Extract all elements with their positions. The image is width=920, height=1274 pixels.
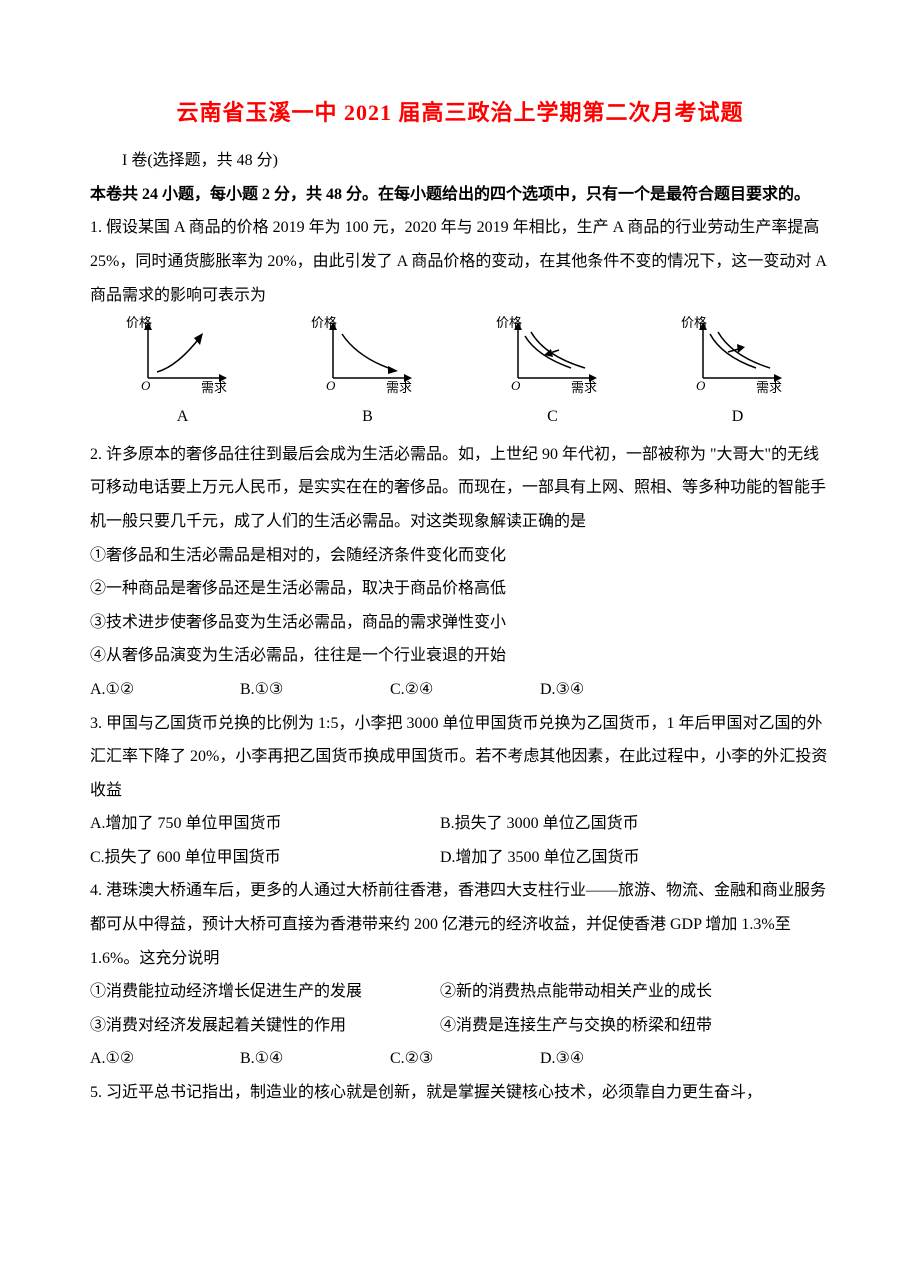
q3-opt-d: D.增加了 3500 单位乙国货币: [440, 841, 790, 875]
q3-opt-a: A.增加了 750 单位甲国货币: [90, 807, 440, 841]
q4-stem: 4. 港珠澳大桥通车后，更多的人通过大桥前往香港，香港四大支柱行业——旅游、物流…: [90, 874, 830, 975]
q1-chart-labels: A B C D: [90, 400, 830, 434]
q4-opt-a: A.①②: [90, 1042, 240, 1076]
chart-label-a: A: [123, 400, 243, 434]
q2-opt-b: B.①③: [240, 673, 390, 707]
chart-b: 价格 O 需求: [308, 316, 428, 394]
q2-s4: ④从奢侈品演变为生活必需品，往往是一个行业衰退的开始: [90, 639, 830, 673]
svg-text:O: O: [696, 378, 706, 393]
axis-x-label: 需求: [756, 380, 782, 394]
q4-s1: ①消费能拉动经济增长促进生产的发展: [90, 975, 440, 1009]
svg-text:O: O: [326, 378, 336, 393]
q2-opt-a: A.①②: [90, 673, 240, 707]
q1-stem: 1. 假设某国 A 商品的价格 2019 年为 100 元，2020 年与 20…: [90, 211, 830, 312]
exam-page: 云南省玉溪一中 2021 届高三政治上学期第二次月考试题 I 卷(选择题，共 4…: [0, 0, 920, 1150]
q2-stem: 2. 许多原本的奢侈品往往到最后会成为生活必需品。如，上世纪 90 年代初，一部…: [90, 438, 830, 539]
q1-charts: 价格 O 需求 价格: [90, 316, 830, 394]
exam-title: 云南省玉溪一中 2021 届高三政治上学期第二次月考试题: [90, 90, 830, 136]
q2-options: A.①② B.①③ C.②④ D.③④: [90, 673, 830, 707]
q5-stem: 5. 习近平总书记指出，制造业的核心就是创新，就是掌握关键核心技术，必须靠自力更…: [90, 1076, 830, 1110]
q4-opt-b: B.①④: [240, 1042, 390, 1076]
q4-s2: ②新的消费热点能带动相关产业的成长: [440, 975, 790, 1009]
instructions: 本卷共 24 小题，每小题 2 分，共 48 分。在每小题给出的四个选项中，只有…: [90, 178, 830, 212]
q2-opt-c: C.②④: [390, 673, 540, 707]
q4-statements-row2: ③消费对经济发展起着关键性的作用 ④消费是连接生产与交换的桥梁和纽带: [90, 1009, 830, 1043]
q3-options-row1: A.增加了 750 单位甲国货币 B.损失了 3000 单位乙国货币: [90, 807, 830, 841]
chart-d: 价格 O 需求: [678, 316, 798, 394]
svg-text:O: O: [511, 378, 521, 393]
axis-x-label: 需求: [386, 380, 412, 394]
q4-opt-d: D.③④: [540, 1042, 690, 1076]
chart-label-c: C: [493, 400, 613, 434]
q2-s3: ③技术进步使奢侈品变为生活必需品，商品的需求弹性变小: [90, 606, 830, 640]
q3-opt-b: B.损失了 3000 单位乙国货币: [440, 807, 790, 841]
q4-s3: ③消费对经济发展起着关键性的作用: [90, 1009, 440, 1043]
axis-x-label: 需求: [201, 380, 227, 394]
q2-s1: ①奢侈品和生活必需品是相对的，会随经济条件变化而变化: [90, 539, 830, 573]
q4-s4: ④消费是连接生产与交换的桥梁和纽带: [440, 1009, 790, 1043]
q2-s2: ②一种商品是奢侈品还是生活必需品，取决于商品价格高低: [90, 572, 830, 606]
axis-x-label: 需求: [571, 380, 597, 394]
svg-text:O: O: [141, 378, 151, 393]
q3-stem: 3. 甲国与乙国货币兑换的比例为 1:5，小李把 3000 单位甲国货币兑换为乙…: [90, 707, 830, 808]
chart-c: 价格 O 需求: [493, 316, 613, 394]
q2-opt-d: D.③④: [540, 673, 690, 707]
chart-a: 价格 O 需求: [123, 316, 243, 394]
section-heading: I 卷(选择题，共 48 分): [122, 144, 830, 178]
chart-label-b: B: [308, 400, 428, 434]
chart-label-d: D: [678, 400, 798, 434]
q4-opt-c: C.②③: [390, 1042, 540, 1076]
q3-options-row2: C.损失了 600 单位甲国货币 D.增加了 3500 单位乙国货币: [90, 841, 830, 875]
q3-opt-c: C.损失了 600 单位甲国货币: [90, 841, 440, 875]
q4-statements-row1: ①消费能拉动经济增长促进生产的发展 ②新的消费热点能带动相关产业的成长: [90, 975, 830, 1009]
q4-options: A.①② B.①④ C.②③ D.③④: [90, 1042, 830, 1076]
